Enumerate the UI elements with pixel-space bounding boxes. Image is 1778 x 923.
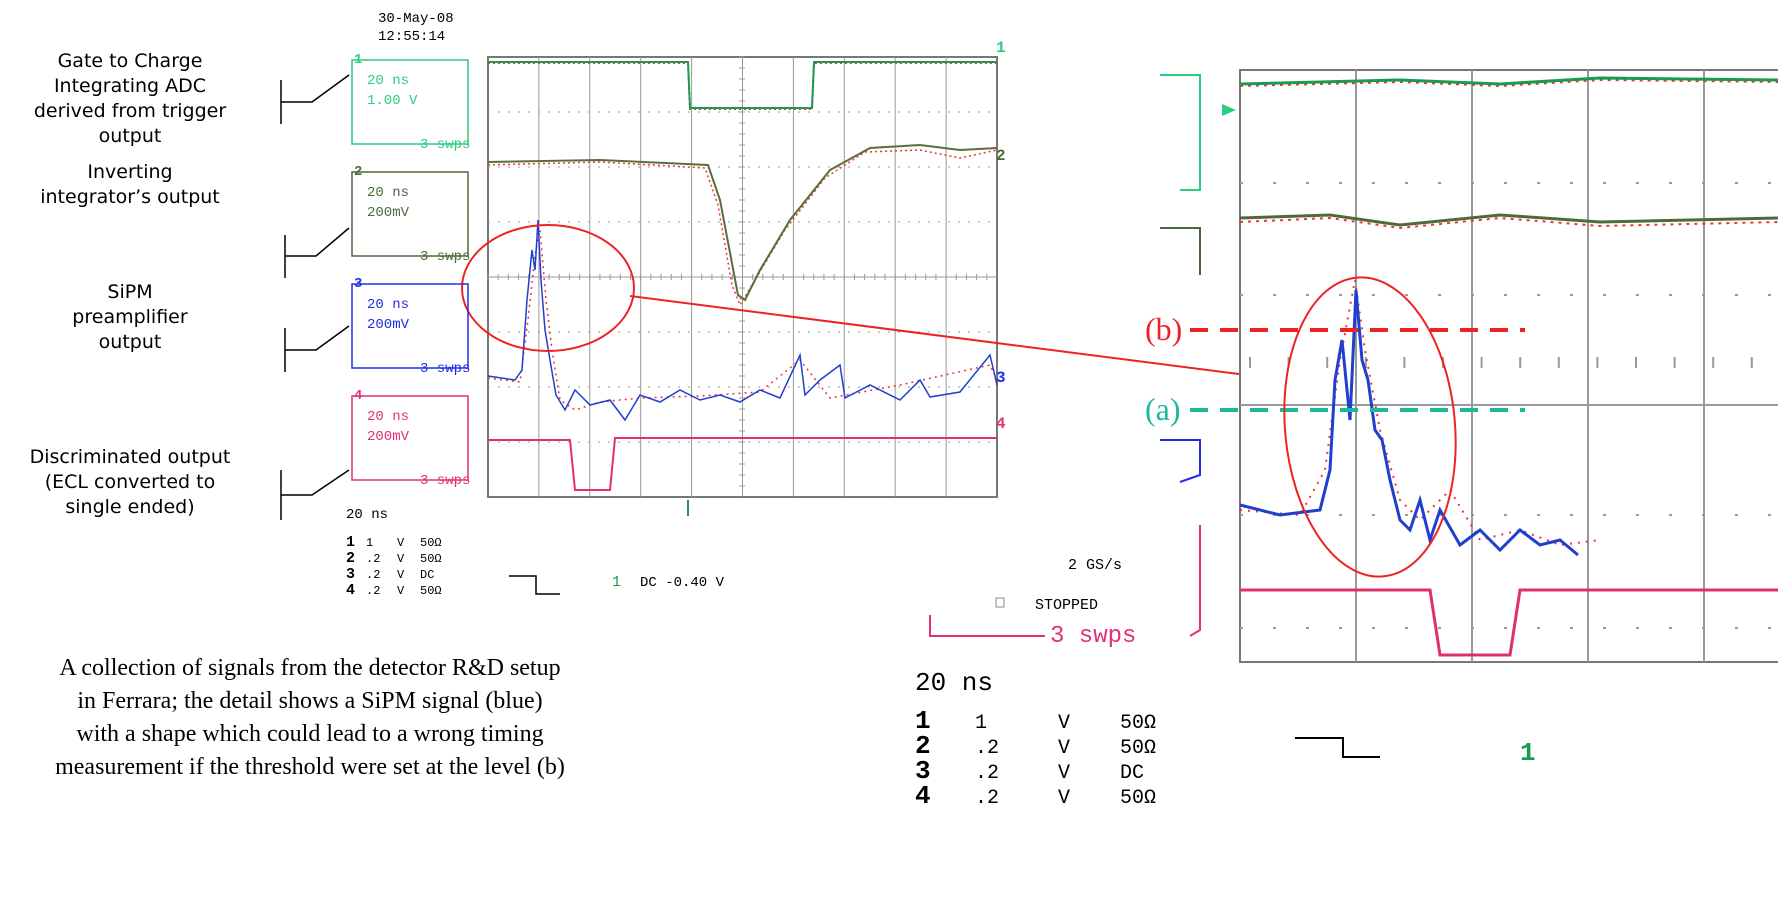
threshold-a-label: (a)	[1145, 391, 1181, 427]
setting: .2	[366, 584, 380, 598]
annotation: Inverting	[87, 161, 172, 183]
setting: 4	[915, 781, 931, 811]
channel-sweeps: 3 swps	[420, 249, 470, 265]
sample-rate: 2 GS/s	[1068, 557, 1122, 574]
setting: 1	[346, 534, 355, 551]
setting: .2	[366, 552, 380, 566]
setting: 50Ω	[420, 584, 442, 598]
channel-number: 2	[354, 164, 362, 180]
caption: A collection of signals from the detecto…	[55, 652, 565, 784]
setting: 50Ω	[1120, 737, 1156, 760]
setting: .2	[975, 737, 999, 760]
annotation: output	[99, 331, 162, 353]
timebase: 20 ns	[915, 668, 993, 698]
trigger-channel: 1	[612, 574, 621, 591]
trigger-symbol	[1295, 738, 1380, 757]
trigger-channel: 1	[1520, 738, 1536, 768]
sweeps: 3 swps	[1050, 623, 1136, 650]
trigger-level: DC -0.40 V	[640, 575, 725, 591]
setting: DC	[420, 568, 434, 582]
channel-number: 3	[354, 276, 362, 292]
channel-timebase: 20 ns	[367, 409, 409, 425]
annotation: (ECL converted to	[45, 471, 215, 493]
threshold-b-label: (b)	[1145, 311, 1182, 347]
trigger-symbol	[509, 576, 560, 594]
setting: V	[397, 584, 405, 598]
setting: 50Ω	[1120, 712, 1156, 735]
channel-number: 4	[354, 388, 362, 404]
slide: 30-May-08 12:55:14 (b) (a) 2 GS/s STOPPE…	[0, 0, 1778, 923]
status: STOPPED	[1035, 597, 1098, 614]
setting: 1	[975, 712, 987, 735]
annotation: Gate to Charge	[58, 50, 203, 72]
setting: .2	[975, 762, 999, 785]
setting: .2	[366, 568, 380, 582]
left-scope-screen	[462, 57, 997, 516]
annotation: integrator’s output	[40, 186, 220, 208]
annotation: Discriminated output	[30, 446, 231, 468]
channel-sweeps: 3 swps	[420, 137, 470, 153]
channel-number: 1	[354, 52, 362, 68]
channel-scale: 200mV	[367, 317, 410, 333]
channel-scale: 200mV	[367, 205, 410, 221]
trace-marker: 2	[996, 147, 1006, 165]
setting: 50Ω	[420, 552, 442, 566]
setting: V	[397, 536, 405, 550]
setting: V	[397, 568, 405, 582]
setting: 50Ω	[420, 536, 442, 550]
setting: 3	[346, 566, 355, 583]
annotation: preamplifier	[72, 306, 188, 328]
setting: .2	[975, 787, 999, 810]
trace-marker: 4	[996, 415, 1006, 433]
timebase: 20 ns	[346, 507, 388, 523]
channel-timebase: 20 ns	[367, 73, 409, 89]
annotation: single ended)	[65, 496, 194, 518]
setting: V	[397, 552, 405, 566]
setting: V	[1058, 712, 1070, 735]
setting: 2	[346, 550, 355, 567]
annotation-leaders	[281, 75, 349, 520]
channel-sweeps: 3 swps	[420, 473, 470, 489]
trace-marker: 3	[996, 369, 1006, 387]
trace-marker: 1	[996, 39, 1006, 57]
right-scope-screen	[1222, 70, 1778, 662]
slide-graphics: 30-May-08 12:55:14 (b) (a) 2 GS/s STOPPE…	[0, 0, 1778, 923]
annotation: Integrating ADC	[54, 75, 206, 97]
date: 30-May-08	[378, 11, 454, 27]
setting: V	[1058, 787, 1070, 810]
setting: 50Ω	[1120, 787, 1156, 810]
channel-timebase: 20 ns	[367, 185, 409, 201]
annotation: output	[99, 125, 162, 147]
annotation: SiPM	[107, 281, 152, 303]
status-box	[996, 598, 1004, 607]
setting: V	[1058, 762, 1070, 785]
time: 12:55:14	[378, 29, 445, 45]
setting: 1	[366, 536, 373, 550]
channel-sweeps: 3 swps	[420, 361, 470, 377]
setting: V	[1058, 737, 1070, 760]
setting: 4	[346, 582, 355, 599]
annotation: derived from trigger	[34, 100, 226, 122]
setting: DC	[1120, 762, 1144, 785]
channel-scale: 1.00 V	[367, 93, 418, 109]
channel-scale: 200mV	[367, 429, 410, 445]
channel-timebase: 20 ns	[367, 297, 409, 313]
